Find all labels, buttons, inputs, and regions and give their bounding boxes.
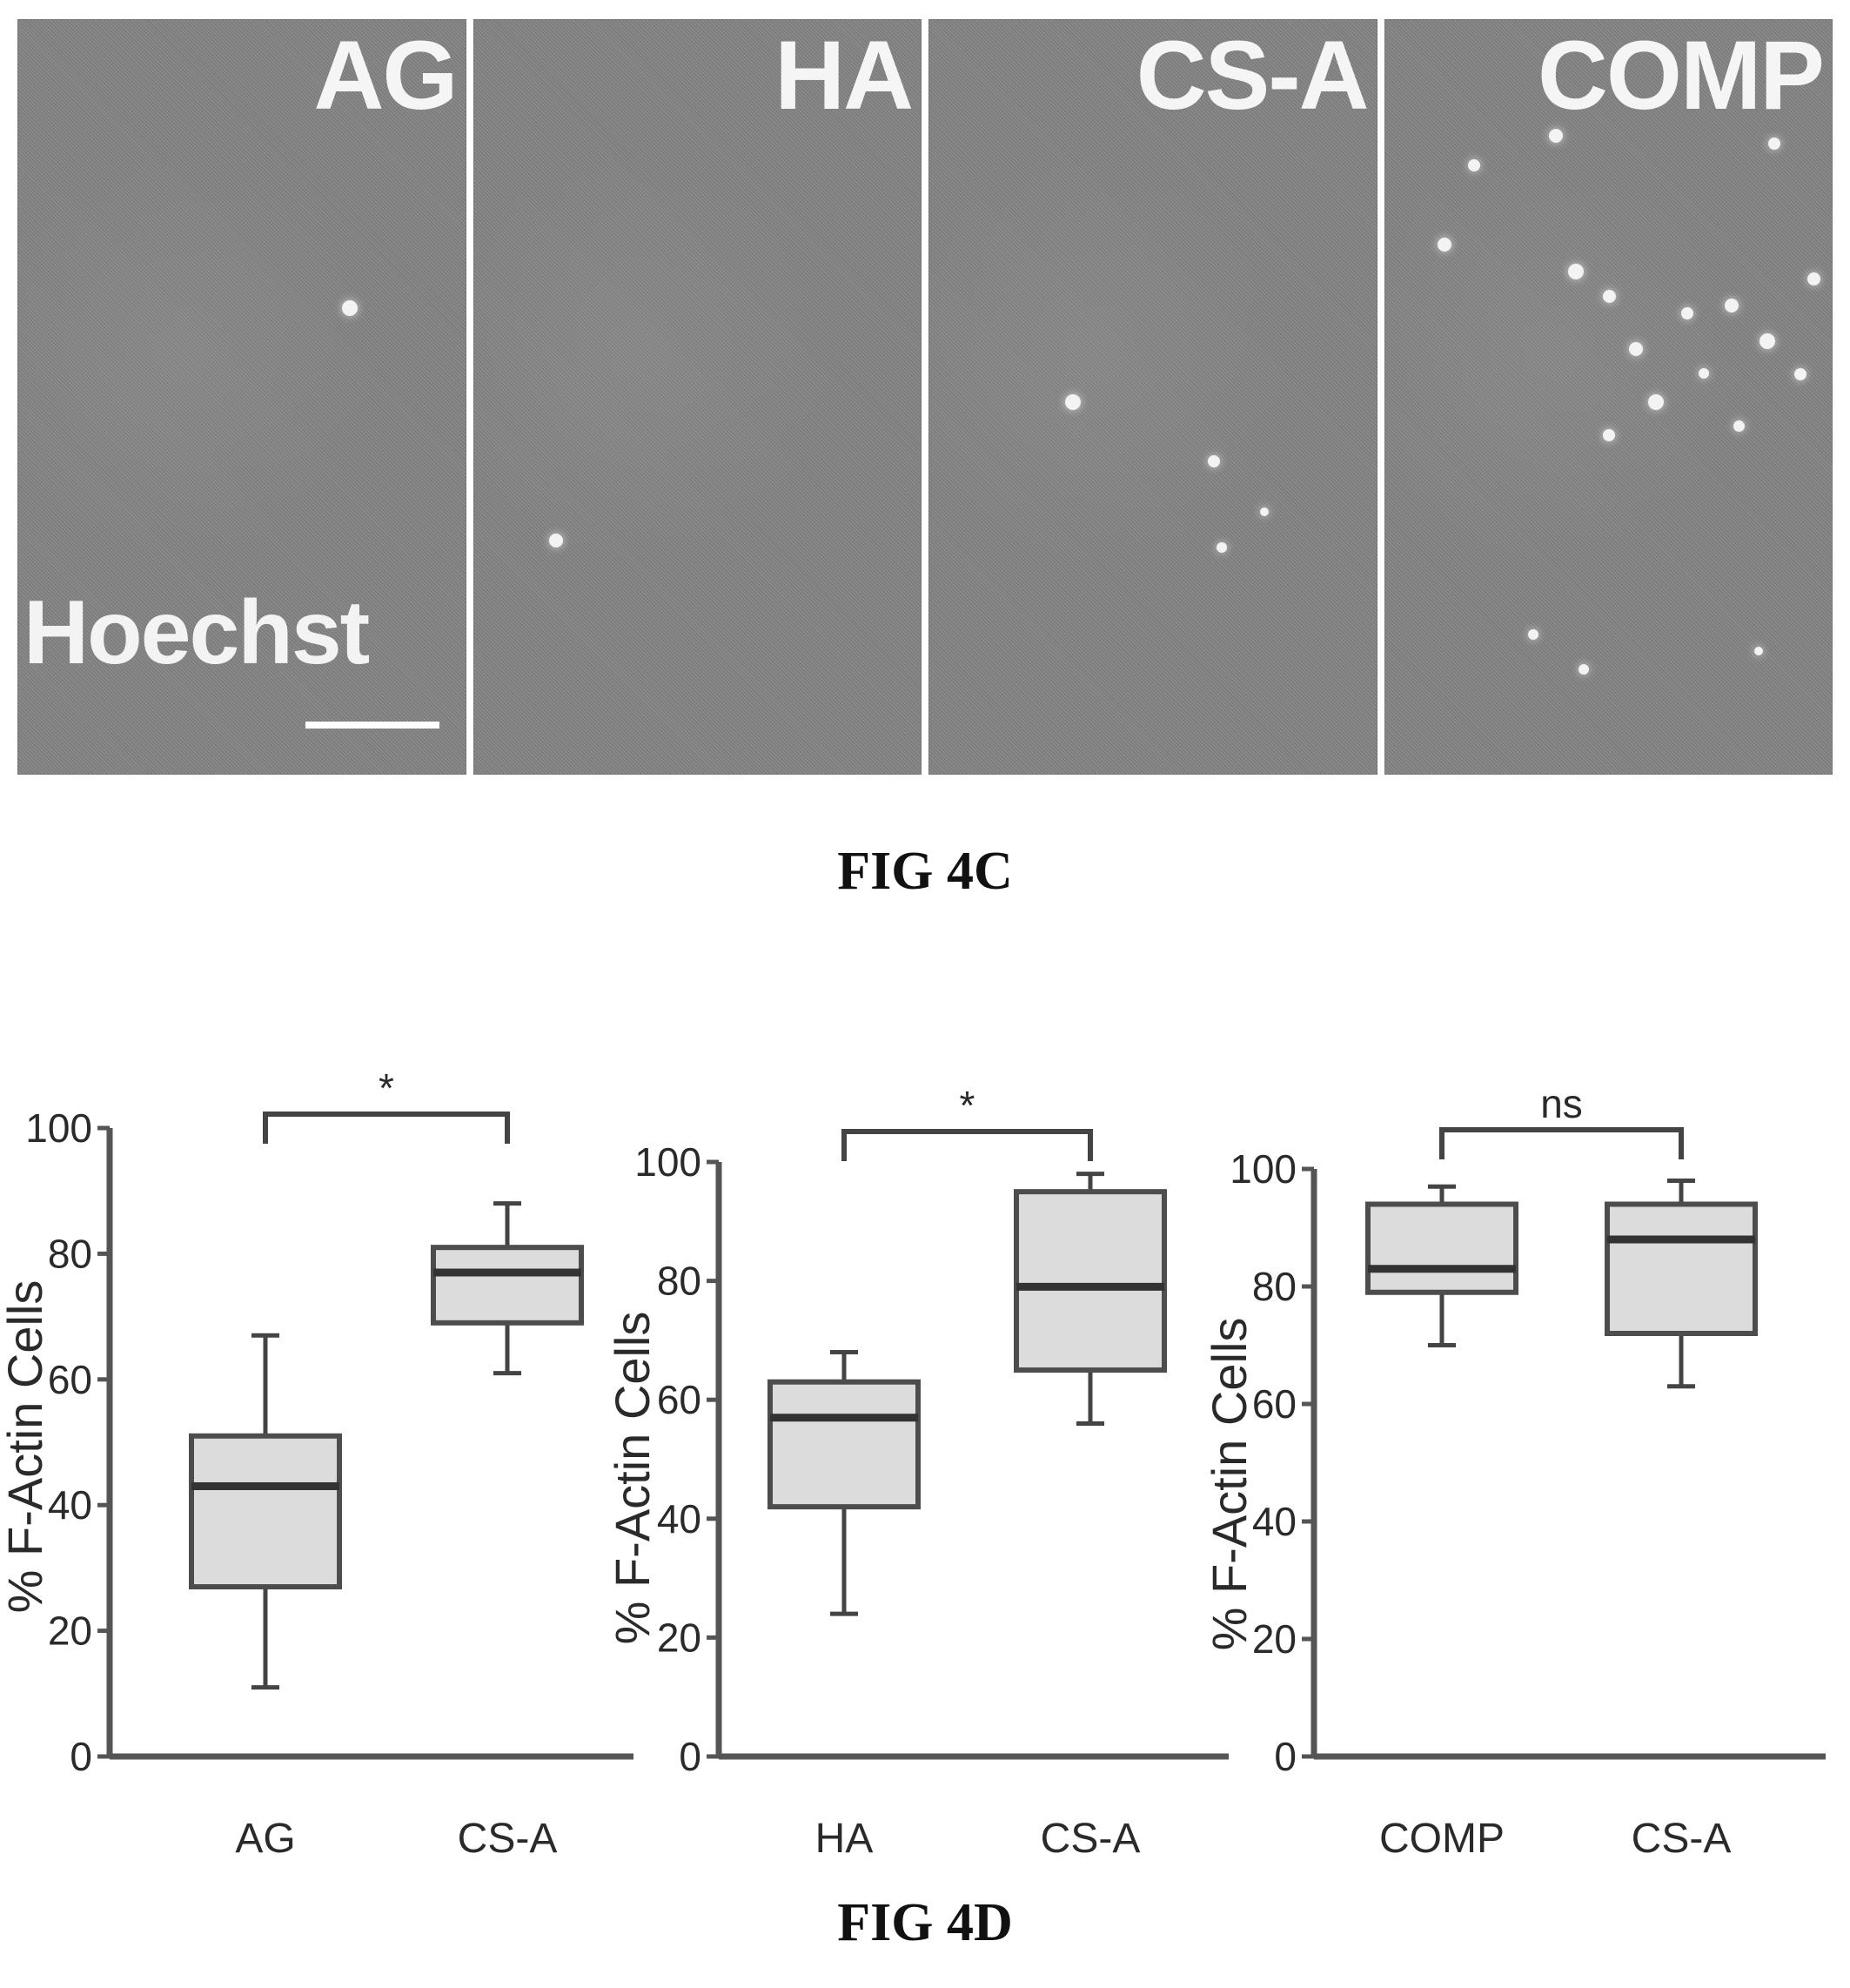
- micrograph-row: AG Hoechst HA CS-A COMP: [17, 19, 1833, 775]
- cell-spot: [1602, 429, 1615, 441]
- x-tick-label: COMP: [1379, 1816, 1505, 1862]
- micrograph-panel-ag: AG Hoechst: [17, 19, 466, 775]
- stain-label: Hoechst: [23, 582, 370, 683]
- box-plot-2: 0 20 40 60 80 100 % F-Actin Cells HA CS-A *: [605, 1083, 1229, 1862]
- y-tick-label: 40: [657, 1496, 701, 1541]
- cell-spot: [1578, 664, 1589, 675]
- y-tick-label: 80: [657, 1259, 701, 1304]
- cell-spot: [1065, 394, 1081, 410]
- cell-spot: [1217, 542, 1227, 553]
- box-ag: [189, 1433, 342, 1590]
- y-axis-label: % F-Actin Cells: [0, 1280, 52, 1614]
- y-tick-label: 20: [48, 1609, 92, 1654]
- micrograph-panel-cs-a: CS-A: [928, 19, 1377, 775]
- cell-spot: [1260, 507, 1269, 516]
- cell-spot: [1753, 647, 1763, 655]
- y-axis-label: % F-Actin Cells: [1202, 1318, 1257, 1651]
- x-tick-label: CS-A: [1632, 1816, 1732, 1862]
- cell-spot: [1759, 333, 1775, 349]
- y-axis-label: % F-Actin Cells: [605, 1312, 660, 1645]
- box-cs-a: [1014, 1189, 1167, 1373]
- significance-bracket: [263, 1112, 510, 1144]
- figure-caption-4d: FIG 4D: [837, 1893, 1013, 1952]
- cell-spot: [1527, 629, 1538, 640]
- panel-label-cs-a: CS-A: [1136, 21, 1370, 130]
- cell-spot: [1548, 129, 1563, 143]
- micrograph-panel-comp: COMP: [1384, 19, 1833, 775]
- figure-caption-4c: FIG 4C: [837, 842, 1013, 901]
- significance-bracket: [1439, 1127, 1684, 1159]
- x-tick-label: HA: [815, 1816, 874, 1862]
- x-tick-label: CS-A: [1041, 1816, 1141, 1862]
- y-tick-label: 100: [634, 1139, 701, 1185]
- cell-spot: [1467, 159, 1480, 171]
- cell-spot: [548, 534, 563, 547]
- cell-spot: [1793, 368, 1806, 380]
- y-tick-label: 20: [1252, 1616, 1297, 1662]
- y-tick-label: 0: [70, 1734, 92, 1779]
- cell-spot: [1767, 138, 1780, 150]
- cell-spot: [1647, 394, 1664, 410]
- x-tick-label: AG: [235, 1816, 295, 1862]
- y-tick-label: 80: [1252, 1264, 1297, 1309]
- cell-spot: [1208, 455, 1220, 467]
- y-tick-label: 60: [1252, 1381, 1297, 1427]
- significance-label: *: [379, 1065, 394, 1111]
- cell-spot: [1602, 290, 1616, 303]
- y-tick-label: 40: [1252, 1499, 1297, 1544]
- micrograph-panel-ha: HA: [473, 19, 922, 775]
- panel-label-ha: HA: [774, 21, 914, 130]
- charts-root: 0 20 40 60 80 100 % F-Actin Cells AG CS-A * 0 20 40 6…: [0, 1065, 1826, 1862]
- box-comp: [1365, 1201, 1518, 1295]
- box-ha: [767, 1379, 921, 1510]
- box-plot-3: 0 20 40 60 80 100 % F-Actin Cells COMP CS-A ns: [1202, 1081, 1826, 1862]
- cell-spot: [1806, 272, 1820, 285]
- cell-spot: [1733, 420, 1745, 432]
- box-plot-panel: 0 20 40 60 80 100 % F-Actin Cells AG CS-A * 0 20 40 6…: [0, 1065, 1826, 1862]
- box-plot-1: 0 20 40 60 80 100 % F-Actin Cells AG CS-A *: [0, 1065, 633, 1862]
- panel-label-ag: AG: [313, 21, 459, 130]
- cell-spot: [1680, 307, 1693, 319]
- y-tick-label: 100: [25, 1105, 92, 1151]
- cell-spot: [342, 300, 358, 316]
- cell-spot: [1437, 238, 1451, 252]
- significance-label: ns: [1540, 1081, 1583, 1126]
- x-tick-label: CS-A: [458, 1816, 558, 1862]
- significance-bracket: [841, 1129, 1093, 1161]
- y-tick-label: 80: [48, 1231, 92, 1276]
- y-tick-label: 20: [657, 1615, 701, 1660]
- panel-label-comp: COMP: [1538, 21, 1825, 130]
- y-tick-label: 100: [1230, 1146, 1297, 1192]
- box-cs-a: [1605, 1201, 1758, 1336]
- y-tick-label: 40: [48, 1482, 92, 1528]
- cell-spot: [1567, 264, 1584, 279]
- significance-label: *: [960, 1083, 975, 1128]
- cell-spot: [1724, 299, 1739, 312]
- y-tick-label: 60: [657, 1377, 701, 1422]
- y-tick-label: 0: [679, 1734, 701, 1779]
- scale-bar: [305, 722, 439, 729]
- y-tick-label: 60: [48, 1357, 92, 1402]
- box-cs-a: [431, 1245, 584, 1326]
- y-tick-label: 0: [1274, 1734, 1297, 1779]
- cell-spot: [1698, 368, 1709, 379]
- cell-spot: [1628, 342, 1643, 356]
